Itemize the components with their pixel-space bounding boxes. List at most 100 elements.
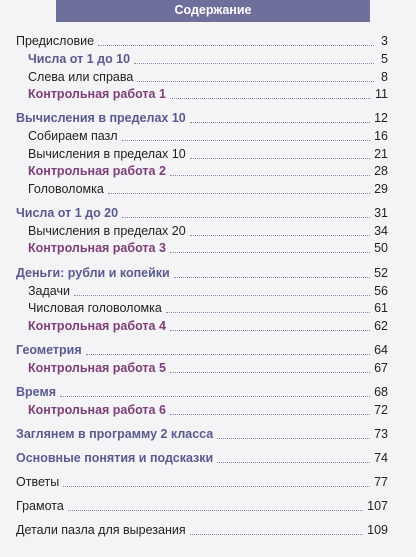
toc-entry-label: Контрольная работа 3 [28,241,166,255]
dot-leader [189,122,371,123]
toc-entry: Задачи 56 [16,284,388,299]
toc-entry-page-number: 77 [374,475,388,489]
toc-entry: Собираем пазл 16 [16,129,388,144]
toc-entry-page-number: 11 [375,87,388,101]
toc-entry: Геометрия 64 [16,343,388,358]
toc-entry-label: Ответы [16,475,60,489]
toc-entry-label: Контрольная работа 4 [28,319,166,333]
toc-entry-page-number: 107 [367,499,388,513]
dot-leader [122,217,371,218]
toc-entry-page-number: 31 [374,206,388,220]
toc-entry-page-number: 3 [381,34,388,48]
dot-leader [85,354,371,355]
toc-entry: Вычисления в пределах 10 21 [16,147,388,162]
dot-leader [169,414,371,415]
dot-leader [165,312,371,313]
dot-leader [169,372,371,373]
toc-entry: Время 68 [16,385,388,400]
dot-leader [189,235,371,236]
dot-leader [67,510,364,511]
dot-leader [107,193,371,194]
toc-entry-label: Геометрия [16,343,82,357]
toc-entry: Контрольная работа 4 62 [16,319,388,334]
dot-leader [217,462,371,463]
dot-leader [60,396,371,397]
dot-leader [169,98,372,99]
toc-entry-label: Детали пазла для вырезания [16,523,186,537]
toc-entry-page-number: 72 [374,403,388,417]
dot-leader [169,252,371,253]
dot-leader [189,158,371,159]
toc-entry-label: Основные понятия и подсказки [16,451,214,465]
toc-entry-label: Контрольная работа 2 [28,164,166,178]
toc-entry-page-number: 56 [374,284,388,298]
toc-entry-page-number: 67 [374,361,388,375]
toc-entry-label: Заглянем в программу 2 класса [16,427,214,441]
toc-entry: Слева или справа 8 [16,70,388,85]
toc-entry-page-number: 64 [374,343,388,357]
toc-entry-label: Контрольная работа 6 [28,403,166,417]
dot-leader [73,295,371,296]
toc-entry-label: Числовая головоломка [28,301,162,315]
toc-entry-label: Вычисления в пределах 10 [16,111,186,125]
toc-entry: Числа от 1 до 20 31 [16,206,388,221]
toc-entry-page-number: 68 [374,385,388,399]
toc-entry: Основные понятия и подсказки 74 [16,451,388,466]
toc-entry-page-number: 16 [374,129,388,143]
toc-entry: Числа от 1 до 10 5 [16,52,388,67]
dot-leader [189,534,364,535]
dot-leader [134,63,374,64]
toc-entry: Грамота 107 [16,499,388,514]
toc-entry-label: Контрольная работа 5 [28,361,166,375]
toc-entry: Вычисления в пределах 20 34 [16,224,388,239]
toc-entry-page-number: 34 [374,224,388,238]
toc-entry-page-number: 50 [374,241,388,255]
toc-entry-label: Вычисления в пределах 10 [28,147,186,161]
toc-entry-page-number: 109 [367,523,388,537]
toc-entry-page-number: 28 [374,164,388,178]
toc-entry-label: Собираем пазл [28,129,118,143]
toc-entry-label: Деньги: рубли и копейки [16,266,170,280]
toc-entry-label: Контрольная работа 1 [28,87,166,101]
contents-title: Содержание [174,3,252,17]
toc-entry-label: Предисловие [16,34,95,48]
toc-entry-label: Задачи [28,284,70,298]
dot-leader [63,486,371,487]
toc-entry: Деньги: рубли и копейки 52 [16,266,388,281]
toc-entry-page-number: 8 [381,70,388,84]
toc-entry-page-number: 52 [374,266,388,280]
toc-entry-label: Слева или справа [28,70,134,84]
toc-entry: Головоломка 29 [16,182,388,197]
toc-entry: Предисловие 3 [16,34,388,49]
toc-entry: Детали пазла для вырезания 109 [16,523,388,538]
toc-entry-page-number: 61 [374,301,388,315]
toc-entry-page-number: 62 [374,319,388,333]
toc-entry-page-number: 74 [374,451,388,465]
dot-leader [137,81,374,82]
toc-entry: Числовая головоломка 61 [16,301,388,316]
dot-leader [121,140,371,141]
toc-entry-page-number: 5 [381,52,388,66]
toc-entry-label: Время [16,385,56,399]
dot-leader [217,438,371,439]
toc-entry: Заглянем в программу 2 класса 73 [16,427,388,442]
toc-entry: Ответы 77 [16,475,388,490]
toc-entry-label: Числа от 1 до 10 [28,52,131,66]
contents-header: Содержание [56,0,370,22]
toc-entry-page-number: 21 [374,147,388,161]
toc-entry-page-number: 12 [374,111,388,125]
toc-entry: Контрольная работа 2 28 [16,164,388,179]
toc-entry-page-number: 29 [374,182,388,196]
toc-entry: Контрольная работа 6 72 [16,403,388,418]
toc-entry-label: Вычисления в пределах 20 [28,224,186,238]
toc-entry-page-number: 73 [374,427,388,441]
toc-entry: Контрольная работа 3 50 [16,241,388,256]
toc-entry-label: Числа от 1 до 20 [16,206,119,220]
toc-entry-label: Головоломка [28,182,104,196]
dot-leader [98,45,374,46]
toc-entry: Контрольная работа 1 11 [16,87,388,102]
dot-leader [169,330,371,331]
toc-entry: Контрольная работа 5 67 [16,361,388,376]
dot-leader [169,175,371,176]
